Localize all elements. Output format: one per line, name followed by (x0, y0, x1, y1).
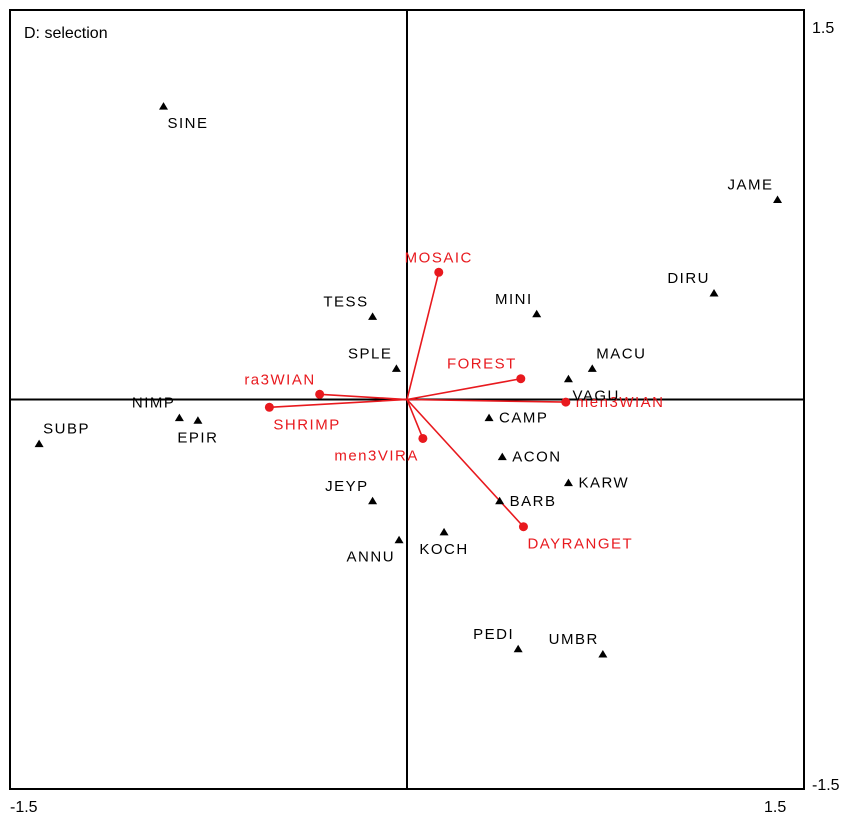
species-points: SINE JAME DIRU MINI TESS MACU SPLE VAGU NIMPEPIR… (34, 102, 783, 658)
species-label-subp: SUBP (43, 421, 90, 438)
species-label-vagu: VAGU (572, 388, 619, 405)
env-vector-shrimp (269, 398, 408, 409)
species-point-camp (484, 413, 494, 422)
species-label-camp: CAMP (499, 410, 548, 427)
species-point-pedi (513, 644, 523, 653)
species-point-jame (773, 195, 783, 204)
species-point-jeyp (368, 496, 378, 505)
species-point-barb (495, 496, 505, 505)
species-label-sple: SPLE (348, 345, 392, 362)
env-vector-forest (406, 377, 521, 401)
species-point-tess (368, 312, 378, 320)
species-point-diru (709, 289, 719, 297)
species-point-sple (391, 364, 401, 372)
species-point-sine (159, 102, 169, 110)
species-point-macu (587, 364, 597, 372)
species-point-acon (497, 452, 507, 461)
species-label-acon: ACON (512, 449, 561, 466)
species-point-mini (532, 309, 542, 318)
species-point-epir (193, 416, 203, 424)
species-point-annu (394, 535, 404, 544)
env-vector-mosaic (406, 272, 440, 400)
species-label-jeyp: JEYP (325, 478, 369, 495)
species-label-sine: SINE (168, 115, 209, 132)
env-label-shrimp: SHRIMP (273, 416, 340, 433)
species-point-nimp (174, 413, 184, 422)
x-tick-min: -1.5 (10, 799, 38, 816)
env-label-ra3wian: ra3WIAN (244, 371, 315, 388)
species-label-barb: BARB (510, 493, 557, 510)
env-point-shrimp (264, 402, 274, 412)
species-label-epir: EPIR (177, 429, 218, 446)
species-label-pedi: PEDI (473, 626, 514, 643)
env-vector-men3vira (406, 399, 424, 439)
env-label-mosaic: MOSAIC (405, 249, 473, 266)
y-tick-min: -1.5 (812, 777, 840, 794)
species-point-karw (563, 478, 573, 487)
env-point-mosaic (434, 267, 444, 277)
species-label-koch: KOCH (419, 541, 468, 558)
env-label-men3vira: men3VIRA (334, 447, 419, 464)
env-vector-men3wian (406, 398, 566, 403)
species-label-umbr: UMBR (549, 631, 599, 648)
species-label-tess: TESS (323, 293, 368, 310)
species-label-jame: JAME (728, 177, 774, 194)
env-label-men3wian: men3WIAN (576, 394, 665, 411)
species-point-vagu (563, 374, 573, 383)
env-vector-dayranget (406, 398, 525, 528)
x-tick-max: 1.5 (764, 799, 786, 816)
species-label-macu: MACU (596, 345, 646, 362)
species-label-mini: MINI (495, 291, 533, 308)
species-label-annu: ANNU (347, 549, 396, 566)
species-label-nimp: NIMP (132, 395, 176, 412)
species-point-subp (34, 439, 44, 448)
environment-vectors: MOSAIC FOREST men3WIAN ra3WIAN SHRIMP men3VIR… (244, 249, 665, 553)
env-point-ra3wian (315, 389, 325, 399)
env-point-dayranget (518, 522, 528, 532)
env-point-men3wian (561, 397, 571, 407)
y-tick-max: 1.5 (812, 20, 834, 37)
species-label-karw: KARW (578, 475, 629, 492)
env-point-forest (516, 374, 526, 384)
env-label-forest: FOREST (447, 356, 517, 373)
env-point-men3vira (418, 433, 428, 443)
species-point-umbr (598, 649, 608, 658)
env-vector-ra3wian (319, 393, 408, 401)
species-point-koch (439, 527, 449, 536)
species-label-diru: DIRU (667, 270, 710, 287)
env-label-dayranget: DAYRANGET (527, 536, 633, 553)
panel-title: D: selection (24, 25, 108, 42)
